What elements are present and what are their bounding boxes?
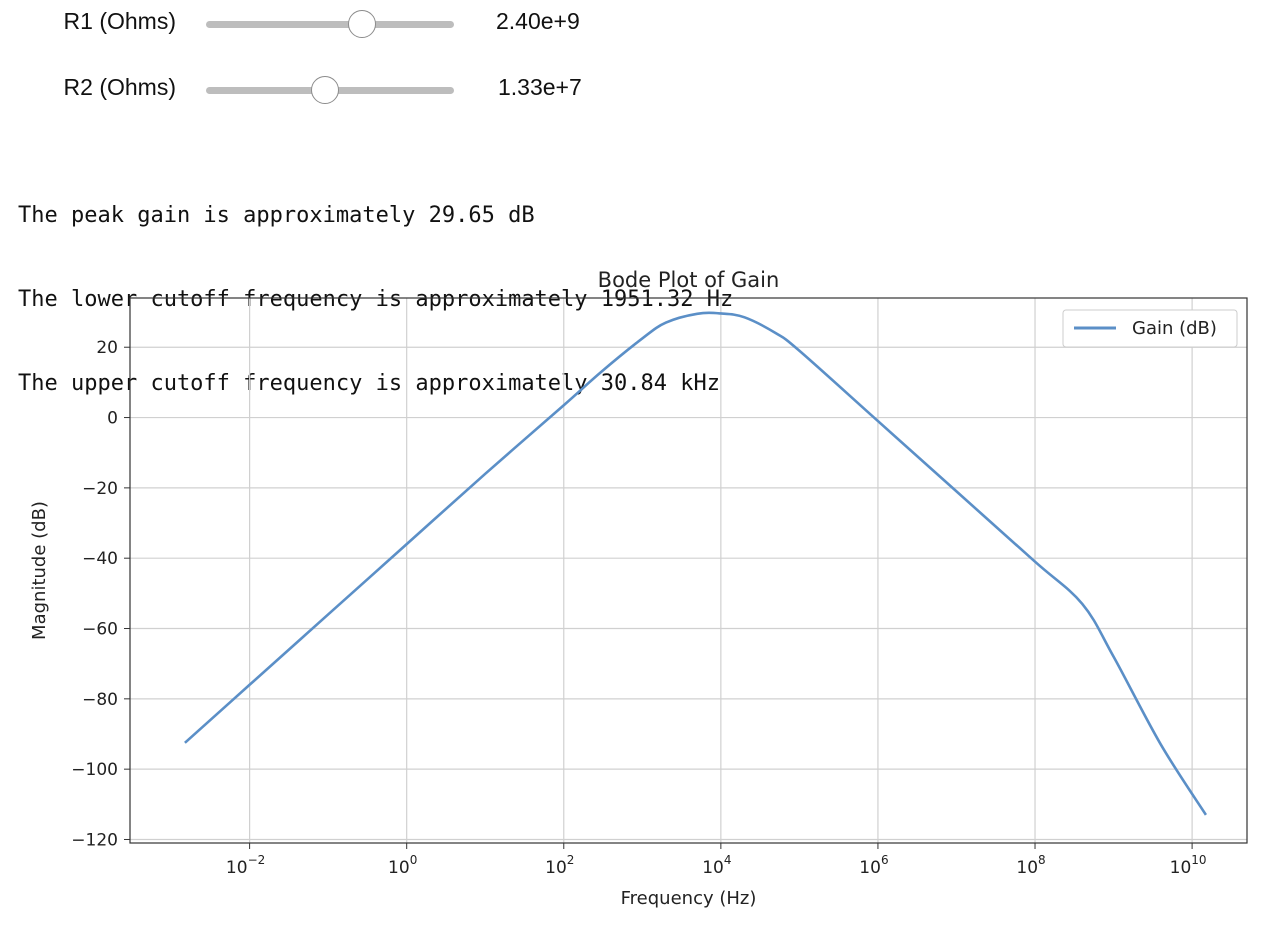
y-tick-label: −40 [82,549,118,569]
slider-knob-r2[interactable] [311,76,340,104]
y-tick-label: −100 [71,760,118,780]
x-axis-label: Frequency (Hz) [621,888,757,909]
x-tick-label: 106 [859,853,888,878]
slider-value-r1: 2.40e+9 [496,8,580,34]
legend-box [1062,309,1238,348]
plot-frame [129,297,1248,844]
line-layer [184,311,1208,816]
slider-row-r1: R1 (Ohms) 2.40e+9 [0,4,600,44]
slider-value-r2: 1.33e+7 [498,74,582,100]
bode-plot: 10−2 100 102 104 106 108 1010 20 0 −20 −40 −60 −80 −1… [29,268,1248,909]
y-tick-label: −80 [82,690,118,710]
y-axis-label: Magnitude (dB) [29,501,50,640]
series-line-gain [184,311,1208,816]
output-line-upper-cutoff: The upper cutoff frequency is approximat… [18,371,720,396]
slider-knob-r1[interactable] [348,10,377,38]
x-tick-label: 104 [702,853,731,878]
x-tick-label: 1010 [1170,853,1207,878]
x-tick-label: 10−2 [226,853,265,878]
slider-row-r2: R2 (Ohms) 1.33e+7 [0,70,600,110]
y-tick-label: −60 [82,620,118,640]
tick-layer: 10−2 100 102 104 106 108 1010 20 0 −20 −40 −60 −80 −1… [71,338,1206,878]
x-tick-label: 102 [545,853,574,878]
y-tick-label: −120 [71,830,118,850]
grid-layer [130,298,1247,843]
y-tick-label: 20 [96,338,118,358]
slider-label-r2: R2 (Ohms) [63,74,176,100]
chart-title: Bode Plot of Gain [598,268,780,292]
output-line-lower-cutoff: The lower cutoff frequency is approximat… [18,287,734,312]
output-text: The peak gain is approximately 29.65 dB … [18,146,733,426]
slider-label-r1: R1 (Ohms) [63,8,176,34]
y-tick-label: −20 [82,479,118,499]
y-tick-label: 0 [107,409,118,429]
legend-label-gain: Gain (dB) [1132,318,1217,339]
x-tick-label: 108 [1016,853,1045,878]
x-tick-label: 100 [388,853,417,878]
slider-track-r1[interactable] [206,21,454,28]
output-line-peak-gain: The peak gain is approximately 29.65 dB [18,203,535,228]
legend: Gain (dB) [1062,309,1238,348]
